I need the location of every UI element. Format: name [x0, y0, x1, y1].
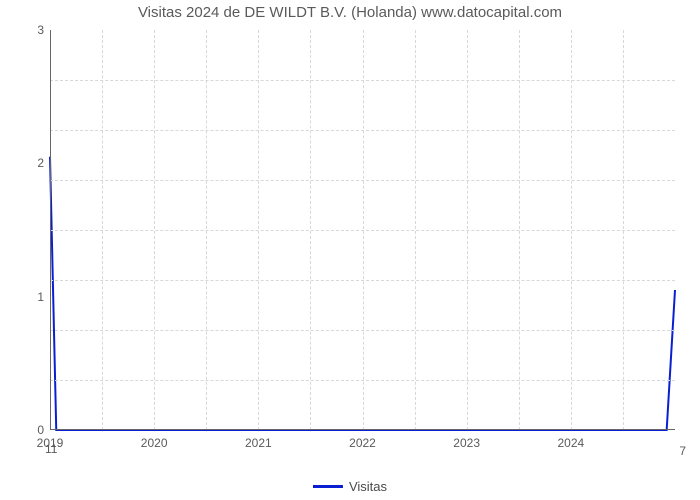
grid-line-horizontal [50, 130, 675, 131]
grid-line-horizontal [50, 330, 675, 331]
x-tick-label: 2024 [557, 436, 584, 450]
grid-line-horizontal [50, 80, 675, 81]
axis-border-bottom [50, 429, 675, 430]
legend-label: Visitas [349, 479, 387, 494]
x-tick-label: 2020 [141, 436, 168, 450]
y-tick-label: 2 [28, 156, 44, 170]
legend: Visitas [313, 479, 387, 494]
grid-line-horizontal [50, 380, 675, 381]
axis-border-left [50, 30, 51, 430]
y-tick-label: 0 [28, 423, 44, 437]
plot-area [50, 30, 675, 430]
grid-line-horizontal [50, 230, 675, 231]
chart-title: Visitas 2024 de DE WILDT B.V. (Holanda) … [0, 4, 700, 21]
legend-swatch-icon [313, 485, 343, 488]
y-tick-label: 1 [28, 290, 44, 304]
grid-line-horizontal [50, 280, 675, 281]
y-tick-label: 3 [28, 23, 44, 37]
annotation: 7 [679, 444, 686, 458]
x-tick-label: 2022 [349, 436, 376, 450]
chart-container: Visitas 2024 de DE WILDT B.V. (Holanda) … [0, 0, 700, 500]
grid-line-horizontal [50, 180, 675, 181]
x-tick-label: 2021 [245, 436, 272, 450]
x-tick-label: 2023 [453, 436, 480, 450]
annotation: 11 [45, 442, 57, 456]
